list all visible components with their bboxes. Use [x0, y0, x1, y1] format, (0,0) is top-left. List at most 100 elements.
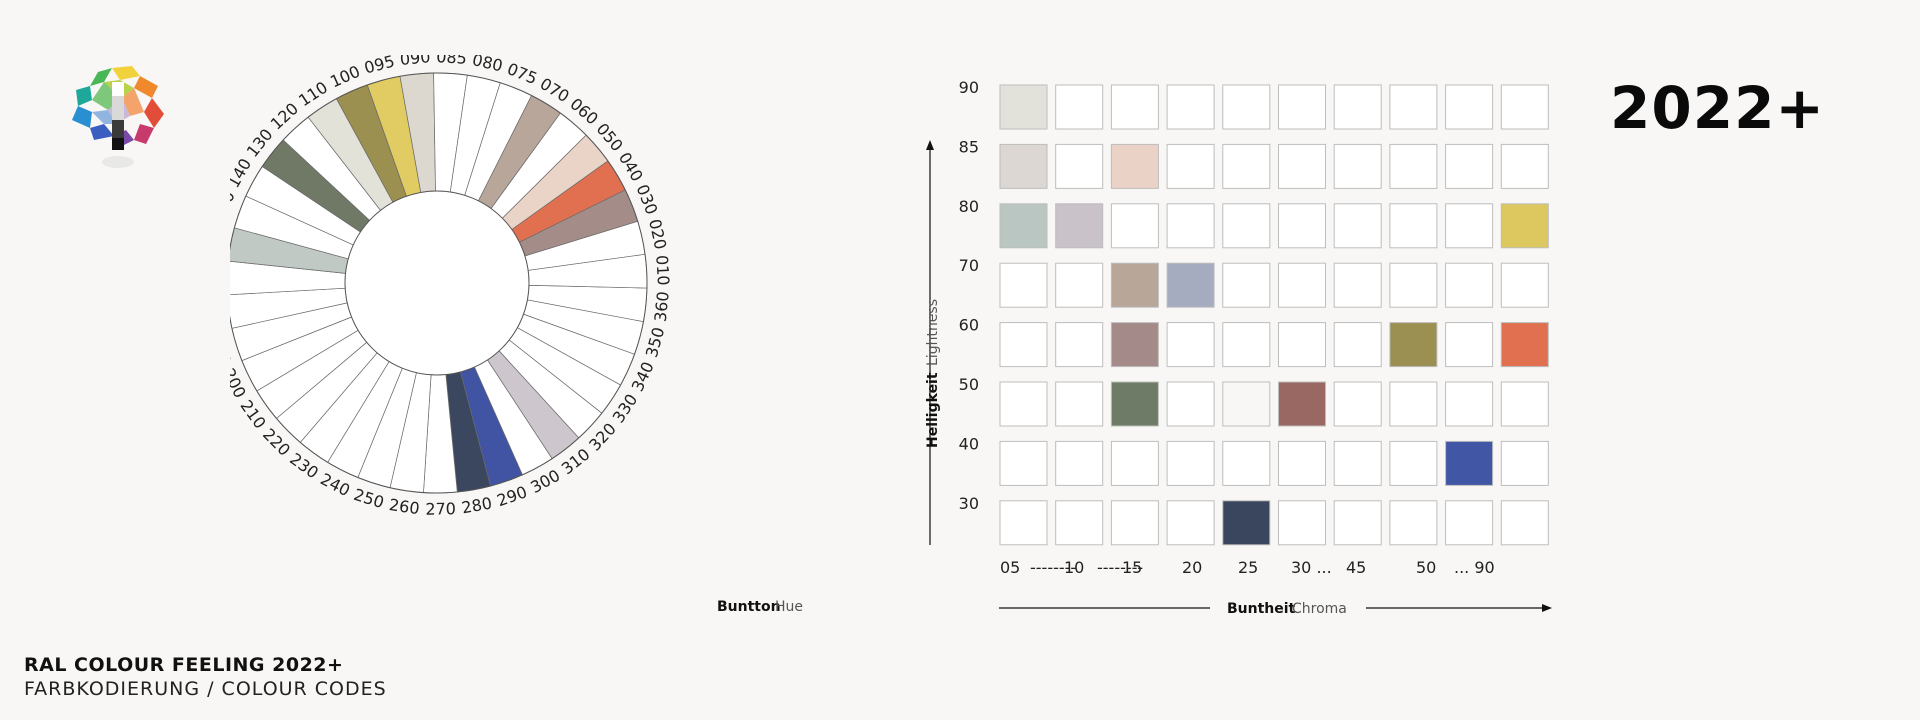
grid-cell — [1445, 262, 1494, 308]
lightness-axis-label-en: Lightness — [925, 299, 941, 366]
grid-cell — [1110, 262, 1159, 308]
grid-cell — [1110, 500, 1159, 546]
grid-cell — [1333, 500, 1382, 546]
grid-cell — [1110, 143, 1159, 189]
grid-cell — [1389, 440, 1438, 486]
grid-cell — [1500, 440, 1549, 486]
grid-cell — [1333, 262, 1382, 308]
grid-cell — [1445, 381, 1494, 427]
grid-cell — [1333, 84, 1382, 130]
grid-cell — [1110, 203, 1159, 249]
grid-cell — [1110, 440, 1159, 486]
grid-cell — [1333, 143, 1382, 189]
grid-cell — [1278, 84, 1326, 130]
grid-cell — [1222, 500, 1271, 546]
grid-cell — [1222, 143, 1271, 189]
grid-cell — [999, 84, 1048, 130]
grid-cell — [1222, 262, 1271, 308]
caption-subtitle: FARBKODIERUNG / COLOUR CODES — [24, 678, 387, 700]
grid-cell — [1445, 203, 1494, 249]
grid-cell — [1389, 322, 1438, 368]
hue-label-250: 250 — [351, 485, 386, 512]
grid-cell — [1166, 381, 1215, 427]
grid-cell — [1166, 322, 1215, 368]
grid-cell — [1333, 440, 1382, 486]
colour-solid-icon — [72, 66, 164, 168]
grid-cell — [1278, 203, 1326, 249]
grid-cell — [1166, 203, 1215, 249]
hue-wheel-outer-ring — [230, 72, 648, 494]
lightness-axis-arrow — [926, 140, 934, 150]
hue-label-090: 090 — [399, 55, 431, 69]
chroma-label: 30 ... — [1291, 558, 1332, 577]
year-badge: 2022+ — [1610, 74, 1826, 142]
grid-cell — [1110, 381, 1159, 427]
hue-label-080: 080 — [471, 55, 505, 75]
lightness-label-90: 90 — [959, 78, 979, 97]
hue-label-270: 270 — [425, 499, 456, 518]
lightness-label-40: 40 — [959, 434, 979, 453]
hue-label-100: 100 — [327, 62, 363, 92]
grid-cell — [1445, 84, 1494, 130]
ral-colour-solid-logo — [60, 58, 180, 178]
grid-cell — [1055, 203, 1104, 249]
grid-cell — [999, 381, 1048, 427]
grid-cell — [1110, 84, 1159, 130]
chroma-label: 20 — [1182, 558, 1202, 577]
chroma-axis-label-en: Chroma — [1292, 601, 1347, 617]
grid-cell — [1110, 322, 1159, 368]
grid-cell — [1389, 381, 1438, 427]
grid-cell — [1445, 440, 1494, 486]
hue-label-095: 095 — [362, 55, 396, 78]
grid-cell — [1055, 440, 1104, 486]
grid-cell — [1389, 203, 1438, 249]
grid-cell — [1278, 262, 1326, 308]
grid-cell — [999, 203, 1048, 249]
grid-cell — [1500, 500, 1549, 546]
grid-cell — [1222, 440, 1271, 486]
grid-cell — [1445, 500, 1494, 546]
grid-cell — [1278, 381, 1326, 427]
lightness-label-50: 50 — [959, 375, 979, 394]
lightness-label-85: 85 — [959, 137, 979, 156]
hue-label-030: 030 — [633, 182, 662, 217]
chroma-label: -------- — [1097, 558, 1143, 577]
grid-cell — [1278, 440, 1326, 486]
grid-cell — [999, 322, 1048, 368]
chroma-label: 10 — [1064, 558, 1084, 577]
grid-cell — [1500, 84, 1549, 130]
grid-cell — [1278, 322, 1326, 368]
grid-cell — [1500, 143, 1549, 189]
hue-label-290: 290 — [494, 482, 529, 510]
grid-cell — [1166, 262, 1215, 308]
lightness-axis-label-de: Helligkeit — [925, 372, 941, 448]
hue-label-350: 350 — [642, 325, 668, 359]
hue-axis-label-de: Buntton — [717, 599, 781, 615]
grid-cell — [999, 440, 1048, 486]
grid-cell — [1389, 84, 1438, 130]
grid-cell — [1055, 381, 1104, 427]
chroma-label: 15 — [1122, 558, 1142, 577]
grid-cell — [1055, 500, 1104, 546]
grid-cell — [1389, 143, 1438, 189]
grid-cell — [1055, 84, 1104, 130]
chroma-axis-arrow — [1542, 604, 1552, 612]
grid-cell — [1055, 262, 1104, 308]
hue-axis-label-en: Hue — [775, 599, 803, 615]
grid-cell — [1166, 84, 1215, 130]
hue-label-360: 360 — [651, 290, 673, 322]
grid-cell — [1278, 500, 1326, 546]
hue-label-020: 020 — [645, 217, 670, 251]
grid-cell — [1222, 381, 1271, 427]
lightness-label-60: 60 — [959, 316, 979, 335]
hue-label-340: 340 — [628, 359, 658, 395]
grid-cell — [999, 143, 1048, 189]
grid-cell — [1166, 440, 1215, 486]
grid-cell — [1445, 143, 1494, 189]
chroma-label: 50 — [1416, 558, 1436, 577]
grid-cell — [999, 500, 1048, 546]
caption-title: RAL COLOUR FEELING 2022+ — [24, 654, 344, 676]
grid-cell — [1389, 262, 1438, 308]
hue-label-010: 010 — [652, 254, 673, 286]
